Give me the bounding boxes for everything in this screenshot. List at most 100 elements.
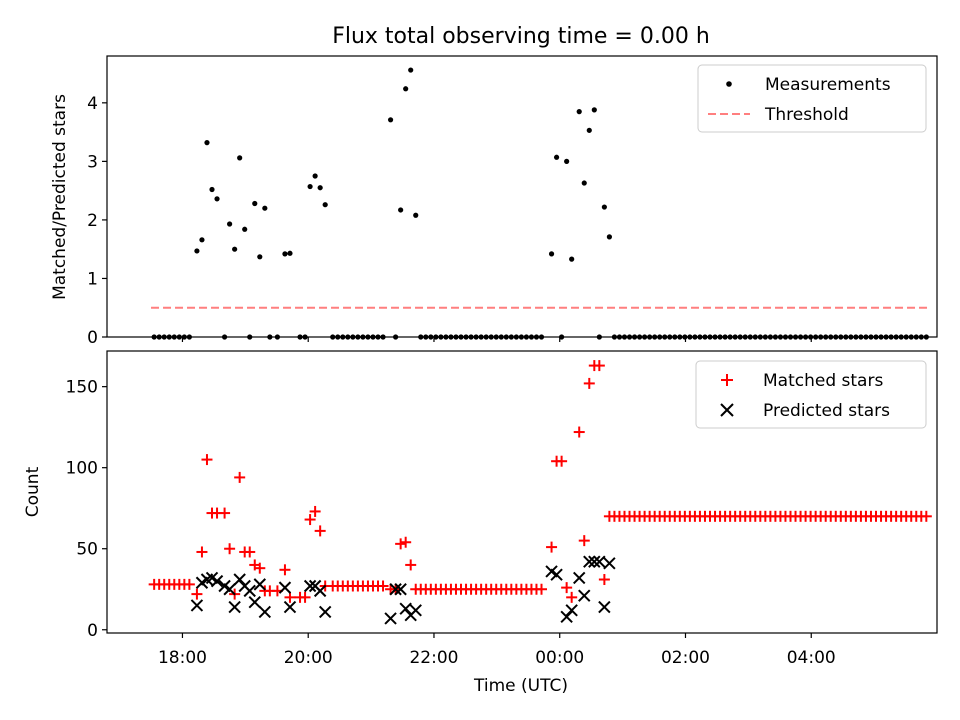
measurement-point: [237, 155, 243, 161]
bottom-panel-border: [106, 350, 938, 634]
matched-point: [395, 538, 407, 550]
measurement-point: [413, 212, 419, 218]
top-legend: Measurements Threshold: [697, 64, 927, 133]
top-y-axis: 0 1 2 3 4: [87, 94, 107, 348]
predicted-point: [399, 602, 412, 615]
measurement-point: [586, 127, 592, 133]
predicted-point: [588, 555, 601, 568]
matched-point: [377, 580, 389, 592]
predicted-point: [248, 595, 261, 609]
matched-point: [234, 471, 246, 483]
predicted-point: [258, 605, 272, 619]
measurement-point: [282, 251, 288, 257]
predicted-point: [603, 557, 616, 570]
matched-point: [556, 455, 568, 467]
predicted-point: [233, 573, 246, 586]
top-panel: 0 1 2 3 4 Matched/Predicted stars Measuremen…: [50, 55, 938, 348]
bottom-legend: Matched stars Predicted stars: [695, 360, 927, 429]
measurement-point: [576, 109, 582, 115]
matched-point: [314, 525, 326, 537]
measurement-point: [317, 185, 323, 191]
measurement-point: [606, 234, 613, 240]
bottom-y-tick-label: 0: [87, 621, 98, 641]
measurement-point: [403, 86, 409, 92]
predicted-point: [565, 604, 578, 617]
bottom-panel: 0 50 100 150 18:00 20:00 22:00 00:00 02:00 04:00…: [23, 350, 938, 696]
predicted-point: [190, 599, 204, 612]
top-y-tick-label: 0: [87, 328, 98, 348]
bottom-y-axis: 0 50 100 150: [66, 378, 107, 641]
predicted-point: [223, 583, 236, 596]
predicted-stars-points: [190, 555, 616, 625]
matched-point: [299, 591, 311, 603]
measurement-point: [569, 256, 575, 262]
x-tick-label: 22:00: [409, 648, 458, 668]
measurement-point: [581, 180, 587, 186]
predicted-point: [228, 600, 241, 614]
predicted-point: [283, 600, 297, 614]
predicted-point: [598, 600, 611, 614]
matched-point: [578, 535, 590, 547]
x-tick-label: 04:00: [787, 648, 836, 668]
legend-matched-marker: [721, 374, 733, 386]
matched-point: [244, 546, 256, 558]
top-y-tick-label: 4: [87, 94, 98, 114]
measurement-point: [232, 246, 238, 252]
top-legend-box: [697, 64, 927, 133]
bottom-y-tick-label: 50: [76, 540, 98, 560]
matched-point: [573, 426, 585, 438]
measurement-point: [262, 205, 268, 211]
measurement-point: [408, 67, 414, 73]
measurement-point: [601, 204, 607, 210]
matched-point: [593, 360, 605, 372]
predicted-point: [550, 568, 563, 581]
measurement-point: [199, 237, 205, 243]
matched-point: [304, 514, 316, 526]
measurement-point: [242, 226, 248, 232]
matched-point: [196, 546, 208, 558]
predicted-point: [253, 578, 267, 591]
top-y-tick-label: 3: [87, 152, 98, 172]
legend-measurements-label: Measurements: [765, 75, 891, 95]
measurement-point: [398, 207, 404, 213]
predicted-point: [313, 584, 327, 598]
top-x-ticks: [181, 337, 812, 342]
predicted-point: [394, 583, 407, 596]
measurement-point: [312, 173, 318, 179]
matched-point: [598, 574, 610, 586]
bottom-y-tick-label: 100: [66, 459, 98, 479]
matched-point: [279, 564, 291, 576]
bottom-y-tick-label: 150: [66, 378, 98, 398]
matched-point: [191, 588, 203, 600]
matched-point: [224, 543, 236, 555]
predicted-point: [243, 584, 256, 598]
x-tick-label: 02:00: [661, 648, 710, 668]
matched-point: [405, 559, 417, 571]
predicted-point: [210, 574, 224, 588]
matched-point: [920, 510, 932, 522]
measurement-point: [307, 183, 313, 190]
matched-point: [183, 578, 195, 590]
matched-point: [201, 454, 213, 466]
predicted-point: [593, 555, 606, 568]
legend-measurements-marker: [726, 81, 732, 87]
predicted-point: [303, 579, 317, 593]
predicted-point: [583, 555, 596, 568]
top-panel-border: [106, 55, 938, 338]
matched-point: [583, 377, 595, 389]
measurement-point: [252, 200, 258, 207]
bottom-legend-box: [695, 360, 927, 429]
x-axis-label: Time (UTC): [473, 676, 568, 696]
legend-predicted-label: Predicted stars: [763, 401, 890, 421]
measurement-point: [322, 202, 328, 208]
x-tick-label: 00:00: [535, 648, 584, 668]
matched-point: [309, 505, 321, 517]
legend-threshold-label: Threshold: [764, 105, 849, 125]
measurement-point: [204, 140, 210, 146]
top-y-tick-label: 2: [87, 211, 98, 231]
measurement-point: [564, 158, 570, 164]
matched-point: [566, 591, 578, 603]
top-ylabel: Matched/Predicted stars: [50, 94, 70, 300]
predicted-point: [384, 612, 397, 625]
measurement-point: [387, 117, 394, 123]
